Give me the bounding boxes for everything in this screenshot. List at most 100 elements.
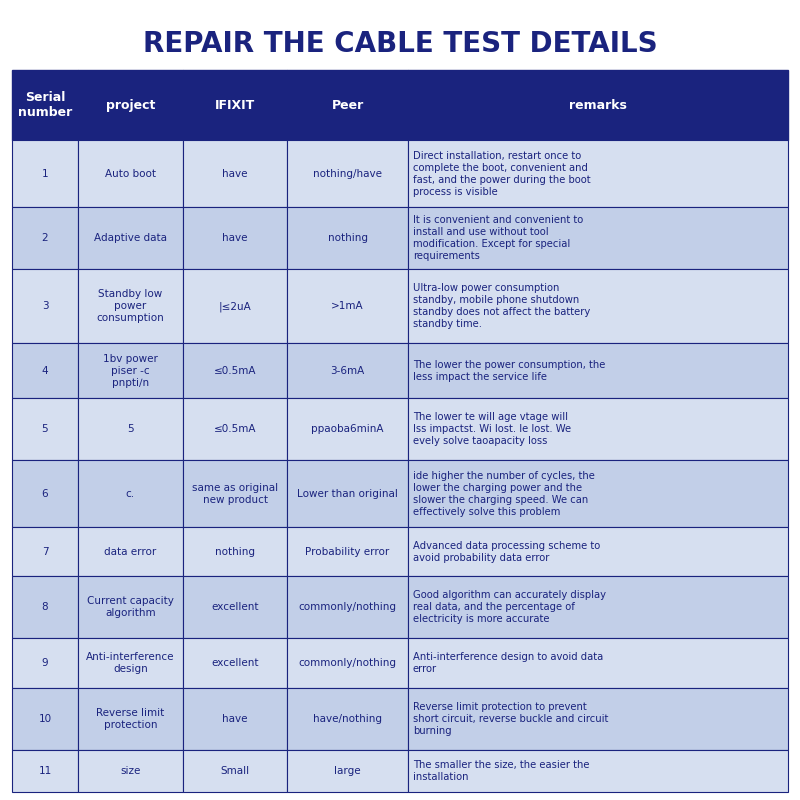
Text: The lower the power consumption, the
less impact the service life: The lower the power consumption, the les… [413, 360, 605, 382]
Text: project: project [106, 98, 155, 112]
Text: nothing: nothing [328, 234, 368, 243]
Bar [182, 70, 287, 141]
Bar [78, 750, 182, 792]
Bar [182, 270, 287, 343]
Text: have: have [222, 714, 248, 724]
Bar [12, 70, 78, 141]
Text: 1bv power
piser -c
pnpti∕n: 1bv power piser -c pnpti∕n [103, 354, 158, 388]
Bar [182, 577, 287, 638]
Text: The lower te will age vtage will
lss impactst. Wi lost. le lost. We
evely solve : The lower te will age vtage will lss imp… [413, 412, 571, 446]
Text: have: have [222, 234, 248, 243]
Text: 3-6mA: 3-6mA [330, 366, 365, 376]
Bar [408, 398, 788, 460]
Text: >1mA: >1mA [331, 302, 364, 311]
Text: ide higher the number of cycles, the
lower the charging power and the
slower the: ide higher the number of cycles, the low… [413, 470, 594, 517]
Text: data error: data error [104, 547, 157, 557]
Text: nothing: nothing [215, 547, 255, 557]
Bar [12, 577, 78, 638]
Bar [408, 688, 788, 750]
Bar [182, 638, 287, 688]
Bar [12, 207, 78, 270]
Bar [78, 398, 182, 460]
Bar [408, 70, 788, 141]
Text: commonly/nothing: commonly/nothing [298, 658, 397, 668]
Bar [287, 527, 408, 577]
Bar [78, 638, 182, 688]
Bar [78, 70, 182, 141]
Text: 9: 9 [42, 658, 48, 668]
Text: Ultra-low power consumption
standby, mobile phone shutdown
standby does not affe: Ultra-low power consumption standby, mob… [413, 283, 590, 330]
Text: same as original
new product: same as original new product [192, 482, 278, 505]
Text: excellent: excellent [211, 602, 259, 613]
Bar [12, 460, 78, 527]
Text: 11: 11 [38, 766, 52, 776]
Text: 1: 1 [42, 169, 48, 179]
Bar [182, 141, 287, 207]
Bar [182, 207, 287, 270]
Text: |≤2uA: |≤2uA [218, 301, 251, 311]
Text: It is convenient and convenient to
install and use without tool
modification. Ex: It is convenient and convenient to insta… [413, 215, 583, 262]
Bar [287, 750, 408, 792]
Text: have: have [222, 169, 248, 179]
Text: excellent: excellent [211, 658, 259, 668]
Text: The smaller the size, the easier the
installation: The smaller the size, the easier the ins… [413, 760, 590, 782]
Text: Serial
number: Serial number [18, 91, 72, 119]
Text: ppaoba6minA: ppaoba6minA [311, 424, 384, 434]
Bar [12, 750, 78, 792]
Text: Advanced data processing scheme to
avoid probability data error: Advanced data processing scheme to avoid… [413, 541, 600, 563]
Text: 2: 2 [42, 234, 48, 243]
Bar [287, 398, 408, 460]
Bar [408, 270, 788, 343]
Text: have/nothing: have/nothing [313, 714, 382, 724]
Bar [12, 527, 78, 577]
Text: IFIXIT: IFIXIT [215, 98, 255, 112]
Text: Adaptive data: Adaptive data [94, 234, 167, 243]
Text: Small: Small [221, 766, 250, 776]
Text: 7: 7 [42, 547, 48, 557]
Text: 4: 4 [42, 366, 48, 376]
Bar [287, 343, 408, 398]
Text: Anti-interference design to avoid data
error: Anti-interference design to avoid data e… [413, 652, 603, 674]
Text: c.: c. [126, 489, 135, 498]
Bar [408, 750, 788, 792]
Bar [12, 398, 78, 460]
Text: 10: 10 [38, 714, 51, 724]
Text: 3: 3 [42, 302, 48, 311]
Text: Good algorithm can accurately display
real data, and the percentage of
electrici: Good algorithm can accurately display re… [413, 590, 606, 625]
Text: REPAIR THE CABLE TEST DETAILS: REPAIR THE CABLE TEST DETAILS [142, 30, 658, 58]
Bar [12, 688, 78, 750]
Text: Direct installation, restart once to
complete the boot, convenient and
fast, and: Direct installation, restart once to com… [413, 151, 590, 197]
Text: remarks: remarks [569, 98, 627, 112]
Text: Probability error: Probability error [306, 547, 390, 557]
Text: Lower than original: Lower than original [297, 489, 398, 498]
Text: 5: 5 [42, 424, 48, 434]
Bar [182, 460, 287, 527]
Bar [408, 343, 788, 398]
Text: Reverse limit protection to prevent
short circuit, reverse buckle and circuit
bu: Reverse limit protection to prevent shor… [413, 702, 608, 736]
Bar [287, 688, 408, 750]
Text: nothing/have: nothing/have [313, 169, 382, 179]
Bar [287, 70, 408, 141]
Bar [287, 460, 408, 527]
Bar [287, 638, 408, 688]
Bar [78, 270, 182, 343]
Bar [78, 207, 182, 270]
Bar [78, 688, 182, 750]
Bar [78, 460, 182, 527]
Text: Anti-interference
design: Anti-interference design [86, 652, 174, 674]
Bar [78, 527, 182, 577]
Bar [287, 207, 408, 270]
Bar [408, 527, 788, 577]
Bar [12, 343, 78, 398]
Bar [182, 343, 287, 398]
Text: commonly/nothing: commonly/nothing [298, 602, 397, 613]
Text: Peer: Peer [331, 98, 364, 112]
Bar [287, 577, 408, 638]
Text: ≤0.5mA: ≤0.5mA [214, 366, 256, 376]
Bar [182, 688, 287, 750]
Text: Auto boot: Auto boot [105, 169, 156, 179]
Text: Current capacity
algorithm: Current capacity algorithm [87, 597, 174, 618]
Bar [182, 527, 287, 577]
Text: large: large [334, 766, 361, 776]
Bar [408, 577, 788, 638]
